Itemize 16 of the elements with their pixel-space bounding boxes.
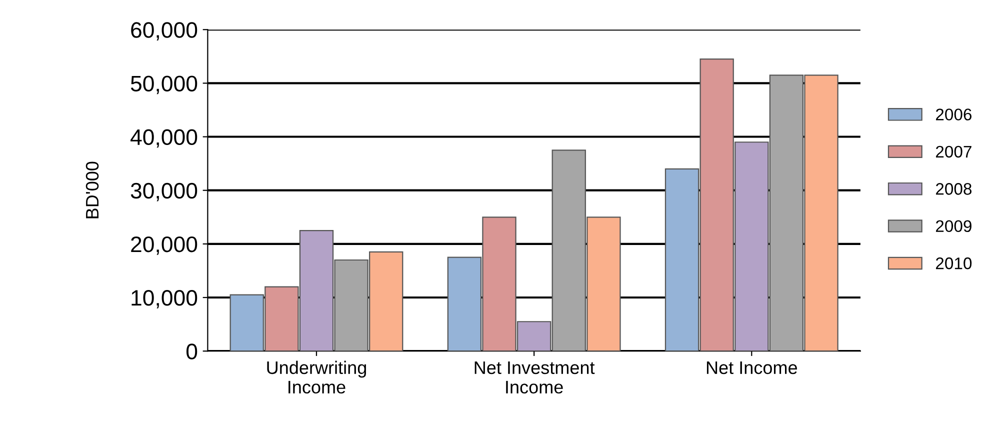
y-tick-label: 40,000	[130, 129, 198, 148]
legend-label: 2009	[936, 220, 972, 232]
y-tick-label: 60,000	[131, 22, 198, 41]
legend-label: 2010	[936, 257, 972, 270]
x-tick-label: Net Income	[706, 361, 797, 374]
y-tick-label: 50,000	[130, 76, 198, 94]
legend-label: 2007	[936, 146, 972, 158]
legend-label: 2006	[936, 108, 972, 120]
y-tick-label: 10,000	[132, 290, 198, 308]
y-tick-label: 0	[186, 344, 198, 360]
y-tick-label: 20,000	[131, 236, 198, 255]
y-tick-label: 30,000	[130, 182, 198, 202]
y-axis-title: BD'000	[86, 162, 99, 218]
legend-label: 2008	[936, 183, 972, 195]
x-tick-label: Net Investment Income	[474, 361, 595, 394]
x-tick-label: Underwriting Income	[267, 360, 366, 394]
